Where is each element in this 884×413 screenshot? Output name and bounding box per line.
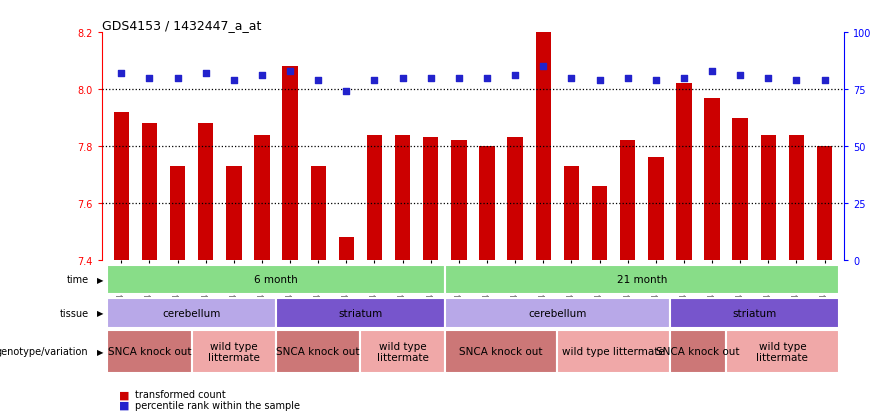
Point	[592, 77, 606, 84]
Text: wild type littermate: wild type littermate	[562, 347, 665, 356]
Bar	[760, 135, 776, 260]
Bar	[507, 138, 522, 260]
Bar	[141, 124, 157, 260]
Point	[339, 89, 354, 95]
Bar	[282, 67, 298, 260]
Point	[423, 75, 438, 82]
Text: ■: ■	[119, 400, 130, 410]
Text: ▶: ▶	[97, 309, 103, 317]
Text: striatum: striatum	[732, 308, 776, 318]
Bar	[705, 98, 720, 260]
Point	[508, 73, 522, 79]
Bar	[198, 124, 213, 260]
Point	[452, 75, 466, 82]
Bar	[192, 330, 276, 373]
Text: percentile rank within the sample: percentile rank within the sample	[135, 400, 301, 410]
Text: genotype/variation: genotype/variation	[0, 347, 88, 356]
Point	[537, 64, 551, 70]
Bar	[817, 147, 832, 260]
Text: time: time	[66, 275, 88, 285]
Bar	[733, 118, 748, 260]
Point	[255, 73, 269, 79]
Point	[677, 75, 691, 82]
Bar	[276, 298, 445, 328]
Bar	[226, 166, 241, 260]
Text: ▶: ▶	[97, 275, 103, 284]
Bar	[395, 135, 410, 260]
Point	[480, 75, 494, 82]
Point	[227, 77, 241, 84]
Text: 21 month: 21 month	[616, 275, 667, 285]
Bar	[310, 166, 326, 260]
Bar	[445, 265, 839, 295]
Bar	[107, 330, 192, 373]
Bar	[114, 113, 129, 260]
Text: wild type
littermate: wild type littermate	[208, 341, 260, 362]
Bar	[445, 298, 670, 328]
Point	[733, 73, 747, 79]
Bar	[255, 135, 270, 260]
Text: SNCA knock out: SNCA knock out	[108, 347, 191, 356]
Point	[368, 77, 382, 84]
Text: wild type
littermate: wild type littermate	[377, 341, 429, 362]
Point	[705, 69, 719, 75]
Point	[142, 75, 156, 82]
Point	[114, 71, 128, 77]
Bar	[648, 158, 664, 260]
Bar	[591, 186, 607, 260]
Bar	[423, 138, 438, 260]
Bar	[367, 135, 382, 260]
Bar	[536, 0, 551, 260]
Text: cerebellum: cerebellum	[528, 308, 586, 318]
Bar	[276, 330, 361, 373]
Text: wild type
littermate: wild type littermate	[757, 341, 808, 362]
Text: 6 month: 6 month	[255, 275, 298, 285]
Bar	[676, 84, 691, 260]
Bar	[670, 330, 726, 373]
Text: SNCA knock out: SNCA knock out	[460, 347, 543, 356]
Point	[621, 75, 635, 82]
Text: transformed count: transformed count	[135, 389, 226, 399]
Text: cerebellum: cerebellum	[163, 308, 221, 318]
Bar	[620, 141, 636, 260]
Point	[171, 75, 185, 82]
Text: striatum: striatum	[339, 308, 383, 318]
Point	[199, 71, 213, 77]
Text: ▶: ▶	[97, 347, 103, 356]
Bar	[339, 237, 354, 260]
Point	[818, 77, 832, 84]
Bar	[107, 265, 445, 295]
Bar	[451, 141, 467, 260]
Bar	[557, 330, 670, 373]
Bar	[564, 166, 579, 260]
Bar	[670, 298, 839, 328]
Text: ■: ■	[119, 389, 130, 399]
Bar	[726, 330, 839, 373]
Point	[761, 75, 775, 82]
Bar	[361, 330, 445, 373]
Point	[564, 75, 578, 82]
Point	[395, 75, 409, 82]
Bar	[170, 166, 186, 260]
Bar	[479, 147, 495, 260]
Point	[283, 69, 297, 75]
Point	[311, 77, 325, 84]
Text: SNCA knock out: SNCA knock out	[656, 347, 740, 356]
Text: tissue: tissue	[59, 308, 88, 318]
Text: GDS4153 / 1432447_a_at: GDS4153 / 1432447_a_at	[102, 19, 261, 32]
Bar	[445, 330, 557, 373]
Point	[649, 77, 663, 84]
Text: SNCA knock out: SNCA knock out	[277, 347, 360, 356]
Bar	[107, 298, 276, 328]
Point	[789, 77, 804, 84]
Bar	[789, 135, 804, 260]
